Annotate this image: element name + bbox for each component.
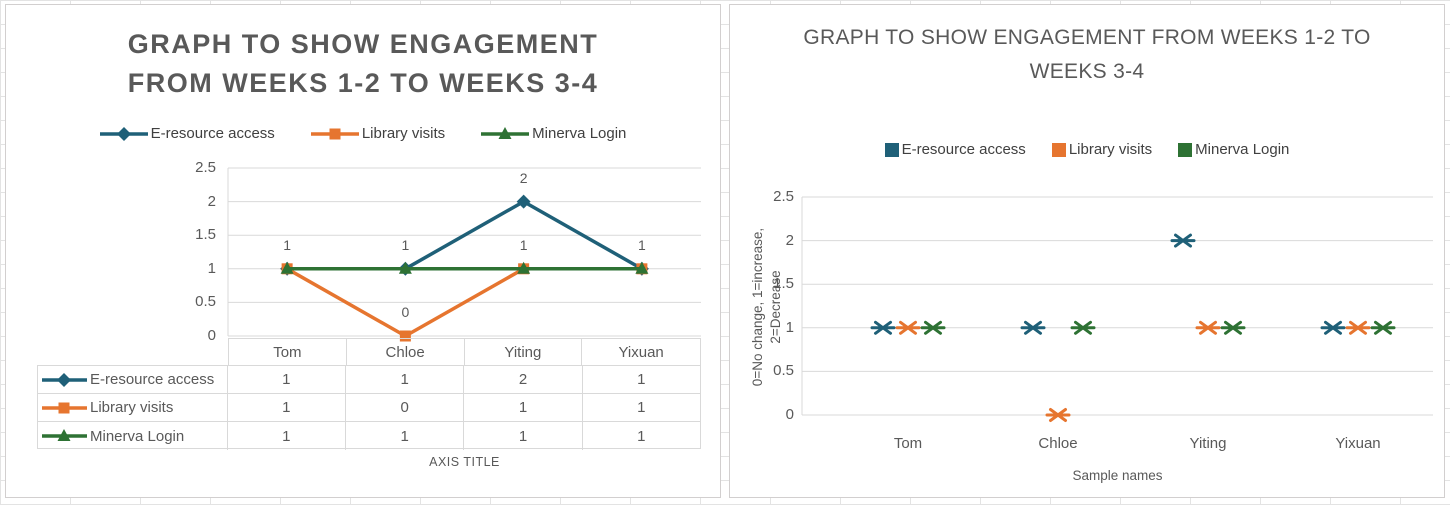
line-chart-card[interactable]: GRAPH TO SHOW ENGAGEMENT FROM WEEKS 1-2 … bbox=[5, 4, 721, 498]
right-y-axis-title: 0=No change, 1=increase, 2=Decrease bbox=[749, 216, 787, 398]
series-minerva-login[interactable] bbox=[280, 261, 649, 274]
right-y-axis-title-line2: 2=Decrease bbox=[768, 270, 783, 344]
legend-item-1[interactable]: Library visits bbox=[1051, 141, 1153, 158]
asterisk-x-marker[interactable] bbox=[895, 320, 921, 335]
left-chart-title-line1: GRAPH TO SHOW ENGAGEMENT bbox=[127, 29, 599, 59]
triangle-legend-marker[interactable] bbox=[498, 126, 512, 139]
legend-key-icon bbox=[99, 126, 148, 141]
line-chart-plot[interactable] bbox=[6, 5, 722, 499]
asterisk-x-marker[interactable] bbox=[1020, 320, 1046, 335]
legend-label: Minerva Login bbox=[532, 125, 627, 142]
right-y-axis-title-line1: 0=No change, 1=increase, bbox=[750, 227, 765, 387]
triangle-marker[interactable] bbox=[280, 261, 294, 274]
asterisk-x-marker[interactable] bbox=[1170, 233, 1196, 248]
legend-label: Library visits bbox=[361, 125, 446, 142]
legend-swatch-icon bbox=[884, 142, 899, 157]
legend-key-icon bbox=[310, 128, 359, 139]
left-chart-legend: E-resource access Library visits Minerva L… bbox=[6, 125, 720, 142]
triangle-marker[interactable] bbox=[635, 261, 649, 274]
legend-label: Minerva Login bbox=[1195, 141, 1290, 158]
legend-item-0[interactable]: E-resource access bbox=[99, 125, 275, 142]
asterisk-x-marker[interactable] bbox=[920, 320, 946, 335]
right-chart-title-line2: WEEKS 3-4 bbox=[1029, 60, 1145, 83]
triangle-marker[interactable] bbox=[398, 261, 412, 274]
asterisk-x-marker[interactable] bbox=[870, 320, 896, 335]
right-chart-title-line1: GRAPH TO SHOW ENGAGEMENT FROM WEEKS 1-2 … bbox=[803, 26, 1371, 49]
diamond-marker[interactable] bbox=[516, 194, 531, 209]
asterisk-x-marker[interactable] bbox=[1370, 320, 1396, 335]
legend-label: Library visits bbox=[1068, 141, 1153, 158]
series-e-resource-access[interactable] bbox=[870, 233, 1346, 335]
asterisk-x-marker[interactable] bbox=[1045, 408, 1071, 422]
legend-label: E-resource access bbox=[901, 141, 1026, 158]
series-library-visits[interactable] bbox=[895, 320, 1371, 422]
diamond-legend-marker[interactable] bbox=[116, 126, 131, 141]
legend-swatch-icon bbox=[1051, 142, 1066, 157]
legend-item-2[interactable]: Minerva Login bbox=[481, 125, 626, 142]
left-chart-title: GRAPH TO SHOW ENGAGEMENT FROM WEEKS 1-2 … bbox=[6, 25, 720, 103]
asterisk-x-marker[interactable] bbox=[1070, 320, 1096, 335]
square-marker[interactable] bbox=[399, 330, 411, 342]
right-chart-legend: E-resource access Library visits Minerva L… bbox=[730, 141, 1444, 158]
square-legend-marker[interactable] bbox=[329, 128, 341, 139]
legend-item-2[interactable]: Minerva Login bbox=[1178, 141, 1289, 158]
legend-label: E-resource access bbox=[150, 125, 275, 142]
right-chart-title: GRAPH TO SHOW ENGAGEMENT FROM WEEKS 1-2 … bbox=[730, 21, 1444, 89]
asterisk-x-marker[interactable] bbox=[1220, 320, 1246, 335]
legend-key-icon bbox=[481, 126, 530, 139]
right-x-axis-title: Sample names bbox=[1072, 468, 1163, 483]
left-chart-title-line2: FROM WEEKS 1-2 TO WEEKS 3-4 bbox=[127, 68, 599, 98]
legend-item-1[interactable]: Library visits bbox=[310, 125, 446, 142]
asterisk-x-marker[interactable] bbox=[1345, 320, 1371, 335]
scatter-chart-card[interactable]: GRAPH TO SHOW ENGAGEMENT FROM WEEKS 1-2 … bbox=[729, 4, 1445, 498]
series-minerva-login[interactable] bbox=[920, 320, 1396, 335]
legend-swatch-icon bbox=[1178, 142, 1193, 157]
left-x-axis-title: AXIS TITLE bbox=[429, 455, 500, 469]
scatter-chart-plot[interactable] bbox=[730, 5, 1446, 499]
asterisk-x-marker[interactable] bbox=[1320, 320, 1346, 335]
triangle-marker[interactable] bbox=[517, 261, 531, 274]
legend-item-0[interactable]: E-resource access bbox=[884, 141, 1026, 158]
asterisk-x-marker[interactable] bbox=[1195, 320, 1221, 335]
